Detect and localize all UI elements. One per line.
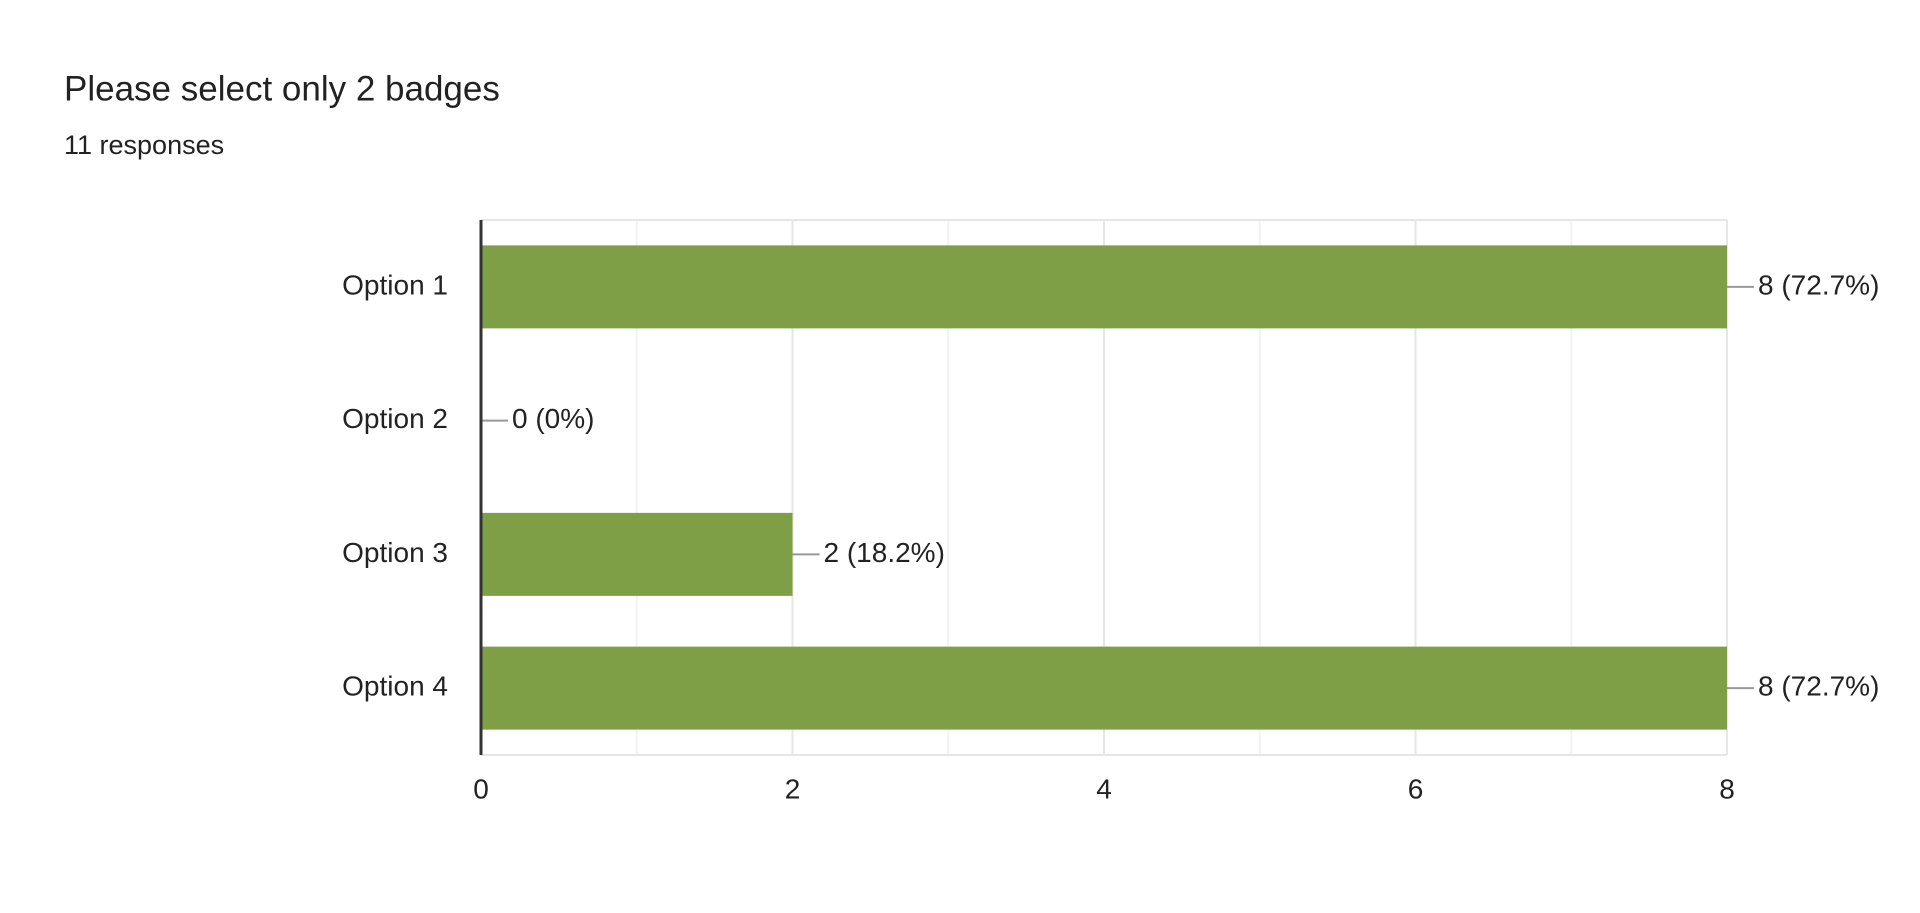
x-tick-label: 2 xyxy=(785,773,801,804)
bar xyxy=(481,245,1727,329)
value-label: 8 (72.7%) xyxy=(1758,269,1879,300)
x-tick-label: 4 xyxy=(1096,773,1112,804)
chart-subtitle: 11 responses xyxy=(64,130,224,160)
x-tick-label: 0 xyxy=(473,773,489,804)
bar xyxy=(481,512,793,596)
y-tick-label: Option 2 xyxy=(342,403,448,434)
y-tick-label: Option 1 xyxy=(342,269,448,300)
value-label: 2 (18.2%) xyxy=(824,537,945,568)
bar xyxy=(481,646,1727,730)
value-label: 8 (72.7%) xyxy=(1758,671,1879,702)
chart-title: Please select only 2 badges xyxy=(64,69,500,108)
value-label: 0 (0%) xyxy=(512,403,594,434)
x-tick-label: 8 xyxy=(1719,773,1735,804)
y-tick-label: Option 3 xyxy=(342,537,448,568)
y-tick-label: Option 4 xyxy=(342,671,448,702)
x-tick-label: 6 xyxy=(1408,773,1424,804)
